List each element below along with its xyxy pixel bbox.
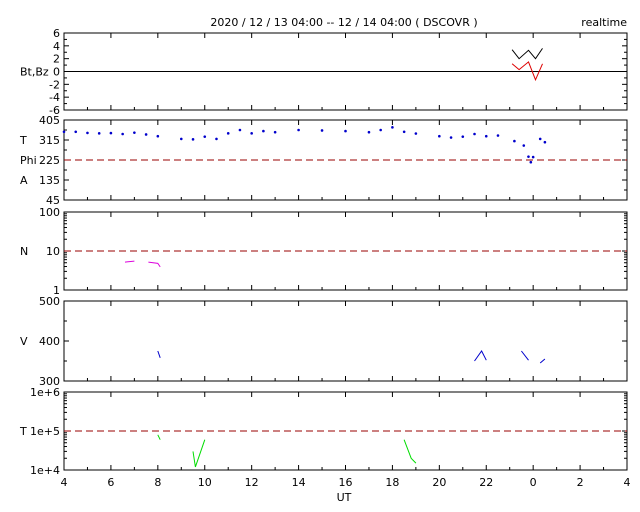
panel-velocity: 500 400 300 V [20, 295, 628, 388]
y-axis-label: T [19, 425, 27, 438]
y-tick-label: 45 [46, 194, 60, 207]
data-point [86, 131, 89, 135]
y-tick-label: 225 [39, 154, 60, 167]
data-point [496, 134, 500, 137]
y-tick-label: 6 [53, 27, 60, 40]
y-axis-label: N [20, 245, 28, 258]
data-point [531, 155, 535, 159]
data-point [203, 135, 207, 138]
y-tick-label: -4 [49, 91, 60, 104]
data-point [156, 134, 160, 138]
data-point [226, 132, 230, 135]
data-point [461, 135, 465, 138]
x-tick-label: 4 [624, 476, 631, 489]
y-axis-label: Phi [20, 154, 37, 167]
chart-panels: 6420-2-4-6Bt,Bz40531522513545TPhiA100101… [19, 27, 631, 489]
y-tick-label: 1e+5 [30, 425, 60, 438]
panel-density: 100 10 1 N [20, 206, 628, 297]
y-tick-label: 0 [53, 66, 60, 79]
y-tick-label: 1e+4 [30, 464, 60, 477]
data-point [538, 137, 542, 141]
y-tick-label: 400 [39, 335, 60, 348]
series-line [511, 48, 543, 60]
data-point [484, 134, 488, 138]
x-tick-label: 12 [245, 476, 259, 489]
data-point [449, 136, 453, 139]
y-tick-label: 405 [39, 114, 60, 127]
x-tick-label: 20 [432, 476, 446, 489]
y-tick-label: -2 [49, 78, 60, 91]
data-point [379, 128, 382, 132]
data-point [238, 128, 242, 132]
data-point [97, 132, 101, 135]
y-tick-label: 300 [39, 375, 60, 388]
x-tick-label: 14 [292, 476, 306, 489]
data-point [179, 137, 183, 141]
series-line [511, 61, 543, 82]
data-point [543, 140, 547, 144]
series-line [125, 261, 545, 267]
data-point [250, 132, 253, 135]
x-tick-label: 6 [107, 476, 114, 489]
panel-phi: 405 315 225 135 45 T Phi A [19, 114, 628, 207]
data-point [320, 129, 324, 132]
x-tick-label: 4 [61, 476, 68, 489]
data-point [522, 144, 526, 147]
x-tick-label: 22 [479, 476, 493, 489]
data-point [62, 130, 66, 134]
y-tick-label: -6 [49, 104, 60, 117]
data-point [367, 130, 371, 134]
data-point [297, 128, 300, 132]
data-point [74, 130, 78, 134]
data-point [191, 138, 195, 141]
data-point [344, 129, 347, 133]
data-point [513, 139, 516, 143]
data-point [391, 126, 394, 129]
y-axis-label: A [20, 174, 28, 187]
data-point [215, 137, 218, 141]
data-point [414, 132, 418, 135]
data-point [109, 131, 113, 135]
data-point [527, 155, 530, 158]
y-tick-label: 2 [53, 53, 60, 66]
data-point [144, 133, 148, 136]
data-point [473, 132, 476, 136]
y-tick-label: 100 [39, 206, 60, 219]
data-point [121, 132, 124, 136]
realtime-tag: realtime [581, 16, 627, 29]
y-tick-label: 4 [53, 40, 60, 53]
y-tick-label: 135 [39, 174, 60, 187]
data-point [402, 130, 406, 134]
y-axis-label: Bt,Bz [20, 66, 49, 79]
x-tick-label: 16 [339, 476, 353, 489]
series-line [157, 350, 546, 364]
chart-title: 2020 / 12 / 13 04:00 -- 12 / 14 04:00 ( … [210, 16, 477, 29]
data-point [438, 134, 441, 138]
y-tick-label: 1e+6 [30, 386, 60, 399]
y-tick-label: 10 [46, 245, 60, 258]
y-axis-label: V [20, 335, 28, 348]
y-tick-label: 500 [39, 295, 60, 308]
x-axis-label: UT [337, 491, 352, 504]
x-tick-label: 10 [198, 476, 212, 489]
y-tick-label: 1 [53, 284, 60, 297]
data-point [529, 160, 533, 164]
data-point [273, 130, 277, 134]
y-axis-label: T [19, 134, 27, 147]
y-tick-label: 315 [39, 134, 60, 147]
x-tick-label: 2 [577, 476, 584, 489]
series-line [158, 429, 545, 467]
x-tick-label: 8 [154, 476, 161, 489]
data-point [262, 129, 265, 133]
data-point [133, 131, 136, 134]
x-tick-label: 0 [530, 476, 537, 489]
panel-frame [63, 300, 628, 382]
panel-temperature: 1e+6 1e+5 1e+4 T [19, 386, 628, 477]
x-tick-label: 18 [385, 476, 399, 489]
